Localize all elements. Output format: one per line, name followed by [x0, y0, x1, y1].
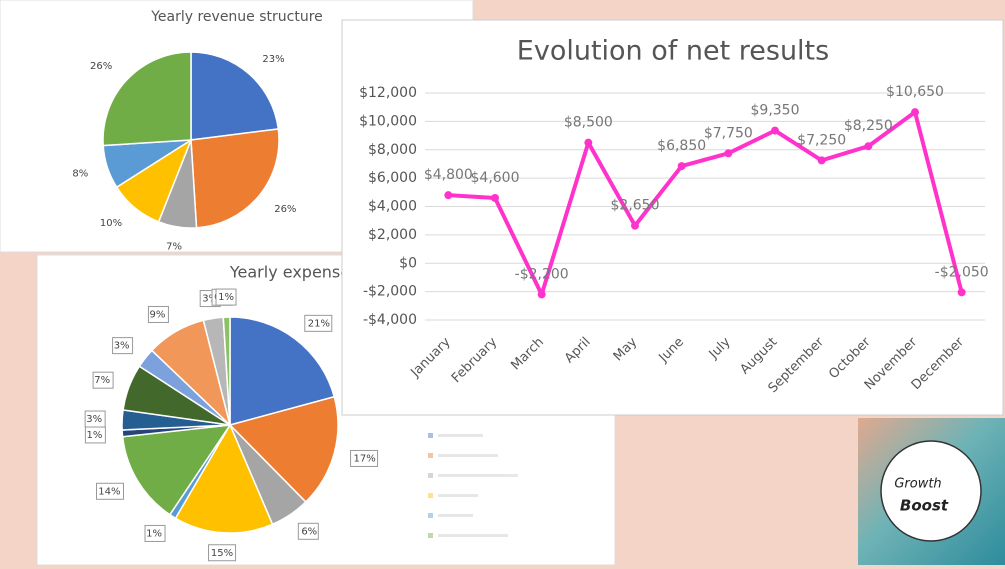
- pie-slice: [228, 395, 339, 504]
- data-label: 7%: [166, 242, 182, 253]
- data-label: -$2,200: [515, 266, 569, 282]
- data-label: 6%: [301, 526, 317, 537]
- data-point: [911, 108, 919, 117]
- data-label: 1%: [146, 528, 162, 539]
- y-tick-label: -$4,000: [363, 312, 417, 328]
- data-label: $6,850: [657, 138, 706, 154]
- data-label: 3%: [114, 341, 130, 352]
- logo-text: Boost: [900, 497, 949, 515]
- data-label: 26%: [90, 61, 112, 72]
- data-point: [584, 138, 593, 147]
- y-tick-label: $4,000: [368, 199, 417, 215]
- data-label: $2,650: [611, 198, 660, 214]
- panel: [341, 19, 1004, 416]
- chart-title: Yearly expense: [229, 263, 350, 282]
- label-box: [208, 544, 237, 562]
- chart-title: Yearly revenue structure: [150, 9, 323, 25]
- logo-text: Growth: [894, 477, 941, 492]
- data-label: $4,800: [424, 167, 473, 183]
- data-point: [957, 288, 966, 297]
- data-label: $9,350: [751, 103, 800, 119]
- expense-pie: Yearly expense21%17%6%15%1%14%1%3%7%3%9%…: [84, 263, 379, 562]
- data-point: [864, 142, 873, 151]
- data-label: 10%: [100, 218, 122, 229]
- data-label: $8,250: [844, 118, 893, 134]
- pie-slice: [102, 51, 192, 147]
- data-label: 1%: [218, 292, 234, 303]
- data-label: 21%: [308, 318, 330, 329]
- data-label: 17%: [354, 453, 376, 464]
- data-label: 8%: [72, 168, 88, 179]
- pie-slice: [190, 128, 280, 229]
- pie-slice: [222, 316, 231, 426]
- revenue-pie: Yearly revenue structure 23% 26% 7% 10% 8% 26%: [72, 9, 322, 253]
- y-tick-label: $6,000: [368, 170, 417, 186]
- label-box: [112, 337, 134, 355]
- data-label: $10,650: [886, 84, 944, 100]
- data-label: 1%: [87, 430, 103, 441]
- series-line: [448, 110, 964, 297]
- data-label: $8,500: [564, 115, 613, 131]
- label-box: [84, 410, 106, 428]
- data-label: 15%: [211, 548, 233, 559]
- data-point: [444, 191, 453, 200]
- data-label: $4,600: [471, 170, 520, 186]
- pie-slice: [174, 423, 274, 534]
- data-point: [724, 149, 733, 158]
- data-label: 14%: [98, 486, 120, 497]
- label-box: [297, 522, 319, 540]
- logo-circle: [880, 440, 982, 542]
- y-tick-label: $2,000: [368, 227, 417, 243]
- label-box: [147, 305, 169, 323]
- data-point: [817, 156, 826, 165]
- label-box: [92, 371, 114, 389]
- data-label: -$2,050: [935, 264, 989, 280]
- y-tick-label: $8,000: [368, 142, 417, 158]
- data-label: 3%: [86, 414, 102, 425]
- data-point: [631, 221, 639, 230]
- pie-slice: [190, 51, 280, 141]
- label-box: [350, 449, 379, 467]
- data-point: [771, 126, 779, 135]
- blurred-legend: [428, 433, 518, 538]
- data-label: 26%: [274, 204, 296, 215]
- pie-slice: [121, 424, 232, 516]
- data-label: $7,250: [797, 132, 846, 148]
- label-box: [304, 314, 333, 332]
- data-label: 9%: [150, 309, 166, 320]
- y-tick-label: $12,000: [359, 85, 417, 101]
- label-box: [95, 482, 124, 500]
- y-tick-label: -$2,000: [363, 284, 417, 300]
- y-tick-label: $0: [399, 255, 417, 271]
- y-tick-label: $10,000: [359, 113, 417, 129]
- data-point: [537, 290, 546, 299]
- data-label: 7%: [94, 375, 110, 386]
- data-label: 23%: [262, 54, 284, 65]
- data-label: $7,750: [704, 125, 753, 141]
- data-point: [677, 162, 686, 171]
- data-point: [491, 193, 499, 202]
- chart-title: Evolution of net results: [517, 36, 829, 67]
- label-box: [215, 288, 237, 306]
- data-label: 3%: [202, 294, 218, 305]
- pie-slice: [229, 316, 336, 426]
- label-box: [144, 524, 166, 542]
